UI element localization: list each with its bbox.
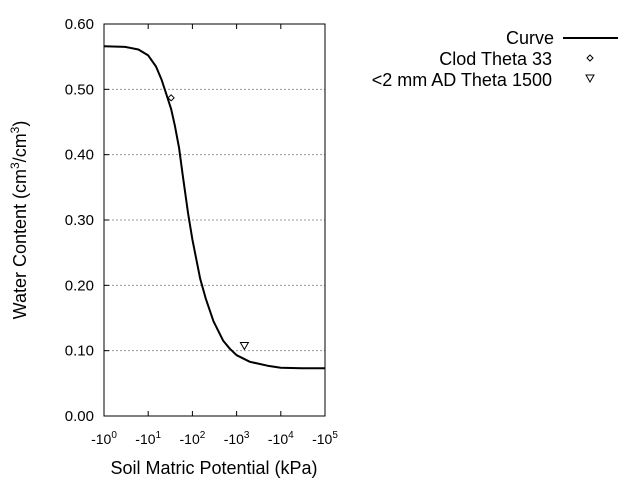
marker-triangle-down bbox=[239, 341, 250, 351]
x-tick-label-exponent: 3 bbox=[244, 430, 250, 441]
x-tick-label-base: -10 bbox=[91, 431, 111, 447]
y-axis-title: Water Content (cm3/cm3) bbox=[8, 121, 30, 320]
series-line-curve bbox=[103, 45, 325, 370]
x-tick-label-base: -10 bbox=[268, 431, 288, 447]
legend: Curve Clod Theta 33 <2 mm AD Theta 1500 bbox=[372, 28, 618, 90]
x-tick-label: -102 bbox=[180, 430, 206, 447]
y-axis-title-end: ) bbox=[10, 121, 30, 127]
x-tick-label-base: -10 bbox=[135, 431, 155, 447]
legend-marker-triangle bbox=[585, 74, 595, 84]
y-tick-label: 0.30 bbox=[65, 212, 94, 229]
x-tick-label-exponent: 1 bbox=[156, 430, 162, 441]
x-axis-title: Soil Matric Potential (kPa) bbox=[110, 458, 317, 478]
y-tick-label: 0.00 bbox=[65, 408, 94, 425]
y-axis: 0.00 0.10 0.20 0.30 0.40 0.50 0.60 bbox=[65, 16, 109, 425]
gridlines bbox=[104, 88, 325, 352]
x-tick-label-base: -10 bbox=[312, 431, 332, 447]
x-tick-label: -105 bbox=[312, 430, 338, 447]
marker-diamond bbox=[167, 94, 175, 102]
legend-label-ad: <2 mm AD Theta 1500 bbox=[372, 70, 552, 90]
y-tick-label: 0.20 bbox=[65, 277, 94, 294]
series-layer bbox=[103, 45, 325, 370]
x-tick-label-base: -10 bbox=[180, 431, 200, 447]
x-tick-label-exponent: 0 bbox=[111, 430, 117, 441]
y-tick-label: 0.60 bbox=[65, 16, 94, 33]
x-tick-label: -103 bbox=[224, 430, 250, 447]
legend-label-clod: Clod Theta 33 bbox=[439, 49, 552, 69]
y-axis-title-sup2: 3 bbox=[8, 126, 22, 133]
x-tick-label-exponent: 2 bbox=[200, 430, 206, 441]
x-tick-label-base: -10 bbox=[224, 431, 244, 447]
y-axis-title-mid: /cm bbox=[10, 133, 30, 162]
legend-label-curve: Curve bbox=[506, 28, 554, 48]
x-tick-label-exponent: 5 bbox=[332, 430, 338, 441]
y-axis-title-main: Water Content (cm bbox=[10, 169, 30, 319]
y-tick-label: 0.50 bbox=[65, 81, 94, 98]
x-tick-label: -100 bbox=[91, 430, 117, 447]
x-tick-label: -104 bbox=[268, 430, 294, 447]
y-tick-label: 0.10 bbox=[65, 343, 94, 360]
y-tick-label: 0.40 bbox=[65, 147, 94, 164]
x-axis: -100 -101 -102 -103 -104 -105 bbox=[91, 24, 338, 447]
x-tick-label-exponent: 4 bbox=[288, 430, 294, 441]
x-tick-label: -101 bbox=[135, 430, 161, 447]
y-axis-title-sup1: 3 bbox=[8, 162, 22, 169]
legend-marker-diamond bbox=[586, 54, 594, 62]
